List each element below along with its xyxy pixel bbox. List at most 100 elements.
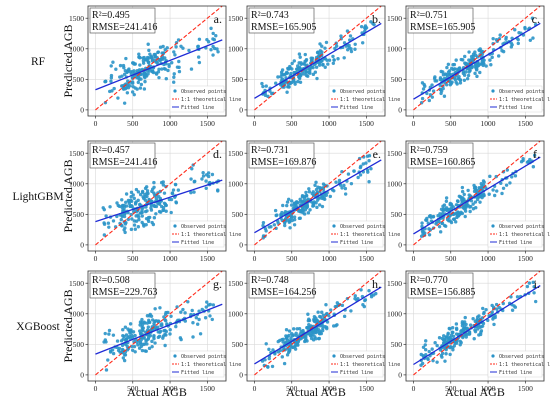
observed-point	[426, 357, 430, 362]
legend-point-swatch	[491, 224, 495, 228]
observed-point	[128, 84, 132, 88]
observed-point	[296, 64, 300, 68]
observed-point	[311, 72, 316, 77]
observed-point	[284, 334, 288, 338]
x-tick-label: 500	[286, 254, 298, 263]
plot-content	[413, 6, 541, 111]
legend-point-swatch	[173, 224, 177, 228]
observed-point	[460, 185, 465, 190]
observed-point	[172, 50, 176, 54]
observed-point	[465, 332, 469, 337]
observed-point	[467, 50, 471, 54]
observed-point	[510, 175, 514, 179]
legend-observed-points: Observed points	[499, 354, 544, 360]
legend-one-to-one-line: 1:1 theoretical line	[181, 97, 241, 103]
observed-point	[466, 188, 470, 193]
observed-point	[187, 48, 191, 53]
observed-point	[454, 220, 458, 224]
observed-point	[204, 179, 208, 183]
observed-point	[444, 352, 448, 356]
y-tick-label: 0	[398, 240, 402, 249]
x-tick-label: 0	[94, 119, 98, 128]
observed-point	[177, 59, 181, 64]
observed-point	[152, 336, 156, 341]
observed-point	[140, 348, 145, 353]
observed-point	[270, 364, 275, 369]
observed-point	[145, 191, 149, 196]
observed-point	[446, 331, 450, 336]
observed-point	[170, 191, 175, 195]
observed-point	[332, 58, 336, 62]
observed-point	[111, 219, 116, 223]
observed-point	[132, 196, 136, 201]
observed-point	[465, 77, 470, 81]
observed-point	[444, 196, 449, 200]
observed-point	[339, 34, 343, 38]
observed-point	[123, 230, 127, 235]
observed-point	[136, 80, 141, 85]
observed-point	[139, 344, 144, 349]
plot-content	[413, 271, 541, 376]
observed-point	[122, 101, 127, 105]
observed-point	[427, 233, 432, 237]
observed-point	[121, 327, 125, 332]
x-axis-label: Actual AGB	[127, 385, 187, 399]
observed-point	[474, 68, 479, 72]
observed-point	[120, 347, 125, 352]
fitted-line	[254, 286, 382, 365]
observed-point	[308, 71, 312, 75]
observed-point	[460, 211, 465, 216]
y-tick-label: 0	[398, 370, 402, 379]
observed-point	[138, 192, 143, 197]
r2-value: R²=0.508	[92, 275, 130, 286]
observed-point	[192, 190, 196, 194]
observed-point	[329, 308, 333, 312]
observed-point	[149, 203, 154, 208]
observed-point	[333, 46, 337, 51]
observed-point	[150, 69, 155, 73]
legend-one-to-one-line: 1:1 theoretical line	[181, 232, 241, 238]
observed-point	[304, 73, 309, 78]
observed-point	[111, 351, 116, 356]
observed-point	[146, 325, 151, 329]
stats-box	[89, 272, 156, 299]
observed-point	[482, 311, 486, 316]
y-tick-label: 0	[80, 370, 84, 379]
observed-point	[448, 345, 452, 350]
observed-point	[286, 197, 291, 201]
observed-point	[444, 83, 449, 87]
observed-point	[189, 312, 193, 317]
observed-point	[346, 172, 351, 176]
observed-point	[440, 336, 445, 341]
observed-point	[477, 195, 482, 199]
x-tick-label: 500	[127, 254, 139, 263]
observed-point	[283, 223, 287, 228]
observed-point	[323, 197, 327, 201]
observed-point	[458, 343, 462, 347]
x-tick-label: 1500	[359, 384, 374, 393]
x-tick-label: 1000	[163, 119, 178, 128]
observed-point	[420, 361, 425, 366]
observed-point	[321, 187, 326, 191]
observed-point	[174, 201, 179, 205]
rmse-value: RMSE=165.905	[251, 22, 316, 33]
observed-point	[168, 332, 172, 336]
observed-point	[142, 71, 146, 76]
observed-point	[323, 65, 327, 69]
observed-point	[452, 344, 457, 348]
observed-point	[204, 186, 208, 191]
observed-point	[532, 153, 537, 158]
x-tick-label: 0	[412, 254, 416, 263]
plot-content	[95, 6, 223, 111]
legend-one-to-one-line: 1:1 theoretical line	[499, 97, 550, 103]
observed-point	[288, 64, 292, 69]
observed-point	[498, 33, 502, 37]
observed-point	[349, 309, 353, 313]
observed-point	[454, 58, 458, 62]
observed-point	[438, 230, 443, 234]
observed-point	[148, 52, 152, 56]
observed-point	[420, 96, 425, 101]
observed-point	[298, 80, 303, 84]
observed-point	[143, 349, 147, 353]
